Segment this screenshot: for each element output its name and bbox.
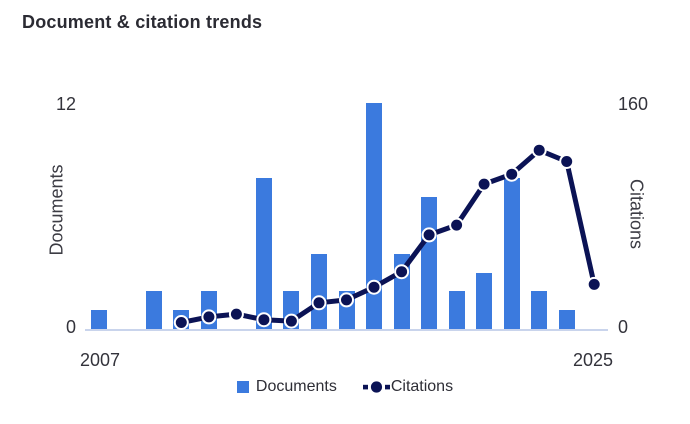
right-axis-title: Citations [626, 178, 647, 250]
right-axis-max-tick: 160 [618, 94, 649, 114]
citations-point-2012[interactable] [228, 306, 244, 322]
citations-point-2014[interactable] [283, 313, 299, 329]
citations-point-2013[interactable] [256, 312, 272, 328]
documents-bar-2007[interactable] [90, 310, 107, 329]
left-axis-max-tick: 12 [55, 94, 76, 114]
citations-point-2020[interactable] [449, 217, 465, 233]
legend-documents-label: Documents [255, 378, 337, 395]
documents-bar-2017[interactable] [366, 103, 382, 329]
citations-line-layer [173, 142, 602, 330]
documents-bar-2023[interactable] [531, 291, 548, 329]
documents-bar-2013[interactable] [255, 178, 272, 329]
legend-item-citations[interactable]: Citations [362, 378, 454, 396]
citations-point-2022[interactable] [504, 166, 520, 182]
plot-area [85, 103, 608, 331]
documents-bar-2021[interactable] [476, 272, 493, 329]
citations-point-2017[interactable] [366, 279, 382, 295]
citations-point-2019[interactable] [421, 227, 437, 243]
documents-bar-2020[interactable] [448, 291, 465, 329]
citations-point-2018[interactable] [394, 264, 410, 280]
citations-point-2025[interactable] [586, 276, 602, 292]
chart-title: Document & citation trends [22, 12, 263, 32]
left-axis-title: Documents [46, 164, 67, 256]
citations-point-2010[interactable] [173, 315, 189, 330]
citations-line-marker-icon [362, 381, 390, 393]
citations-point-2011[interactable] [201, 309, 217, 325]
citations-point-2015[interactable] [311, 295, 327, 311]
documents-bar-2009[interactable] [145, 291, 162, 329]
citations-point-2023[interactable] [531, 142, 547, 158]
documents-bar-2024[interactable] [558, 310, 575, 329]
x-axis-start-label: 2007 [79, 350, 121, 370]
documents-bar-2022[interactable] [503, 178, 520, 329]
citations-point-2021[interactable] [476, 176, 492, 192]
legend: Documents Citations [0, 378, 690, 396]
documents-swatch-icon [236, 381, 249, 393]
citations-point-2024[interactable] [559, 154, 575, 169]
legend-item-documents[interactable]: Documents [236, 378, 337, 396]
citations-line [178, 147, 597, 325]
citations-point-2016[interactable] [339, 292, 354, 308]
legend-citations-label: Citations [390, 378, 454, 395]
documents-bar-2015[interactable] [311, 253, 327, 329]
x-axis-end-label: 2025 [572, 350, 614, 370]
right-axis-min-tick: 0 [618, 317, 629, 337]
left-axis-min-tick: 0 [65, 317, 76, 337]
